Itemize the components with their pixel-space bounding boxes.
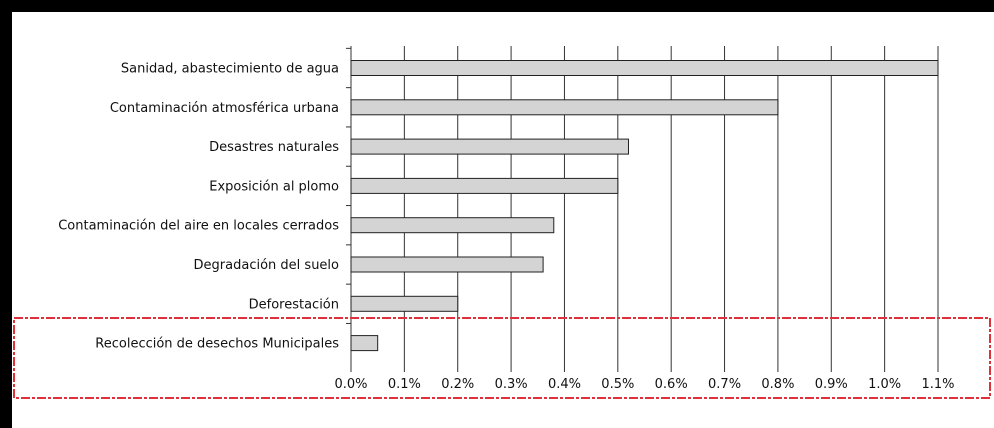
x-tick-label: 0.4% — [548, 377, 581, 392]
bar — [350, 60, 939, 76]
chart-page: Sanidad, abastecimiento de agua Contamina… — [12, 12, 994, 428]
highlight-box — [13, 317, 991, 399]
x-tick-label: 0.7% — [708, 377, 741, 392]
bar — [350, 335, 379, 352]
bar — [350, 256, 544, 273]
bar — [350, 99, 779, 116]
bars — [350, 60, 939, 352]
category-label: Sanidad, abastecimiento de agua — [121, 62, 339, 77]
category-label: Recolección de desechos Municipales — [95, 337, 339, 352]
x-tick-label: 0.5% — [601, 377, 634, 392]
x-tick-label: 0.2% — [441, 377, 474, 392]
category-label: Degradación del suelo — [194, 258, 339, 273]
x-tick-label: 0.1% — [388, 377, 421, 392]
category-label: Contaminación atmosférica urbana — [110, 101, 339, 116]
x-tick-label: 0.0% — [334, 377, 367, 392]
bar — [350, 217, 555, 234]
x-tick-label: 1.0% — [868, 377, 901, 392]
x-tick-label: 0.9% — [815, 377, 848, 392]
x-tick-label: 0.3% — [495, 377, 528, 392]
x-tick-labels: 0.0% 0.1% 0.2% 0.3% 0.4% 0.5% 0.6% 0.7% 0.8% 0.9%… — [334, 377, 954, 392]
category-label: Exposición al plomo — [209, 179, 339, 194]
bar — [350, 295, 459, 312]
horizontal-bar-chart: Sanidad, abastecimiento de agua Contamina… — [13, 46, 991, 399]
category-label: Contaminación del aire en locales cerrad… — [58, 219, 339, 234]
x-tick-label: 0.6% — [655, 377, 688, 392]
bar — [350, 177, 619, 194]
bar — [350, 138, 629, 155]
category-label: Deforestación — [249, 297, 339, 312]
x-tick-label: 1.1% — [921, 377, 954, 392]
category-labels: Sanidad, abastecimiento de agua Contamina… — [58, 62, 339, 352]
grid-lines — [346, 46, 939, 372]
x-tick-label: 0.8% — [761, 377, 794, 392]
category-label: Desastres naturales — [209, 140, 339, 155]
highlight-rectangle — [13, 317, 991, 399]
